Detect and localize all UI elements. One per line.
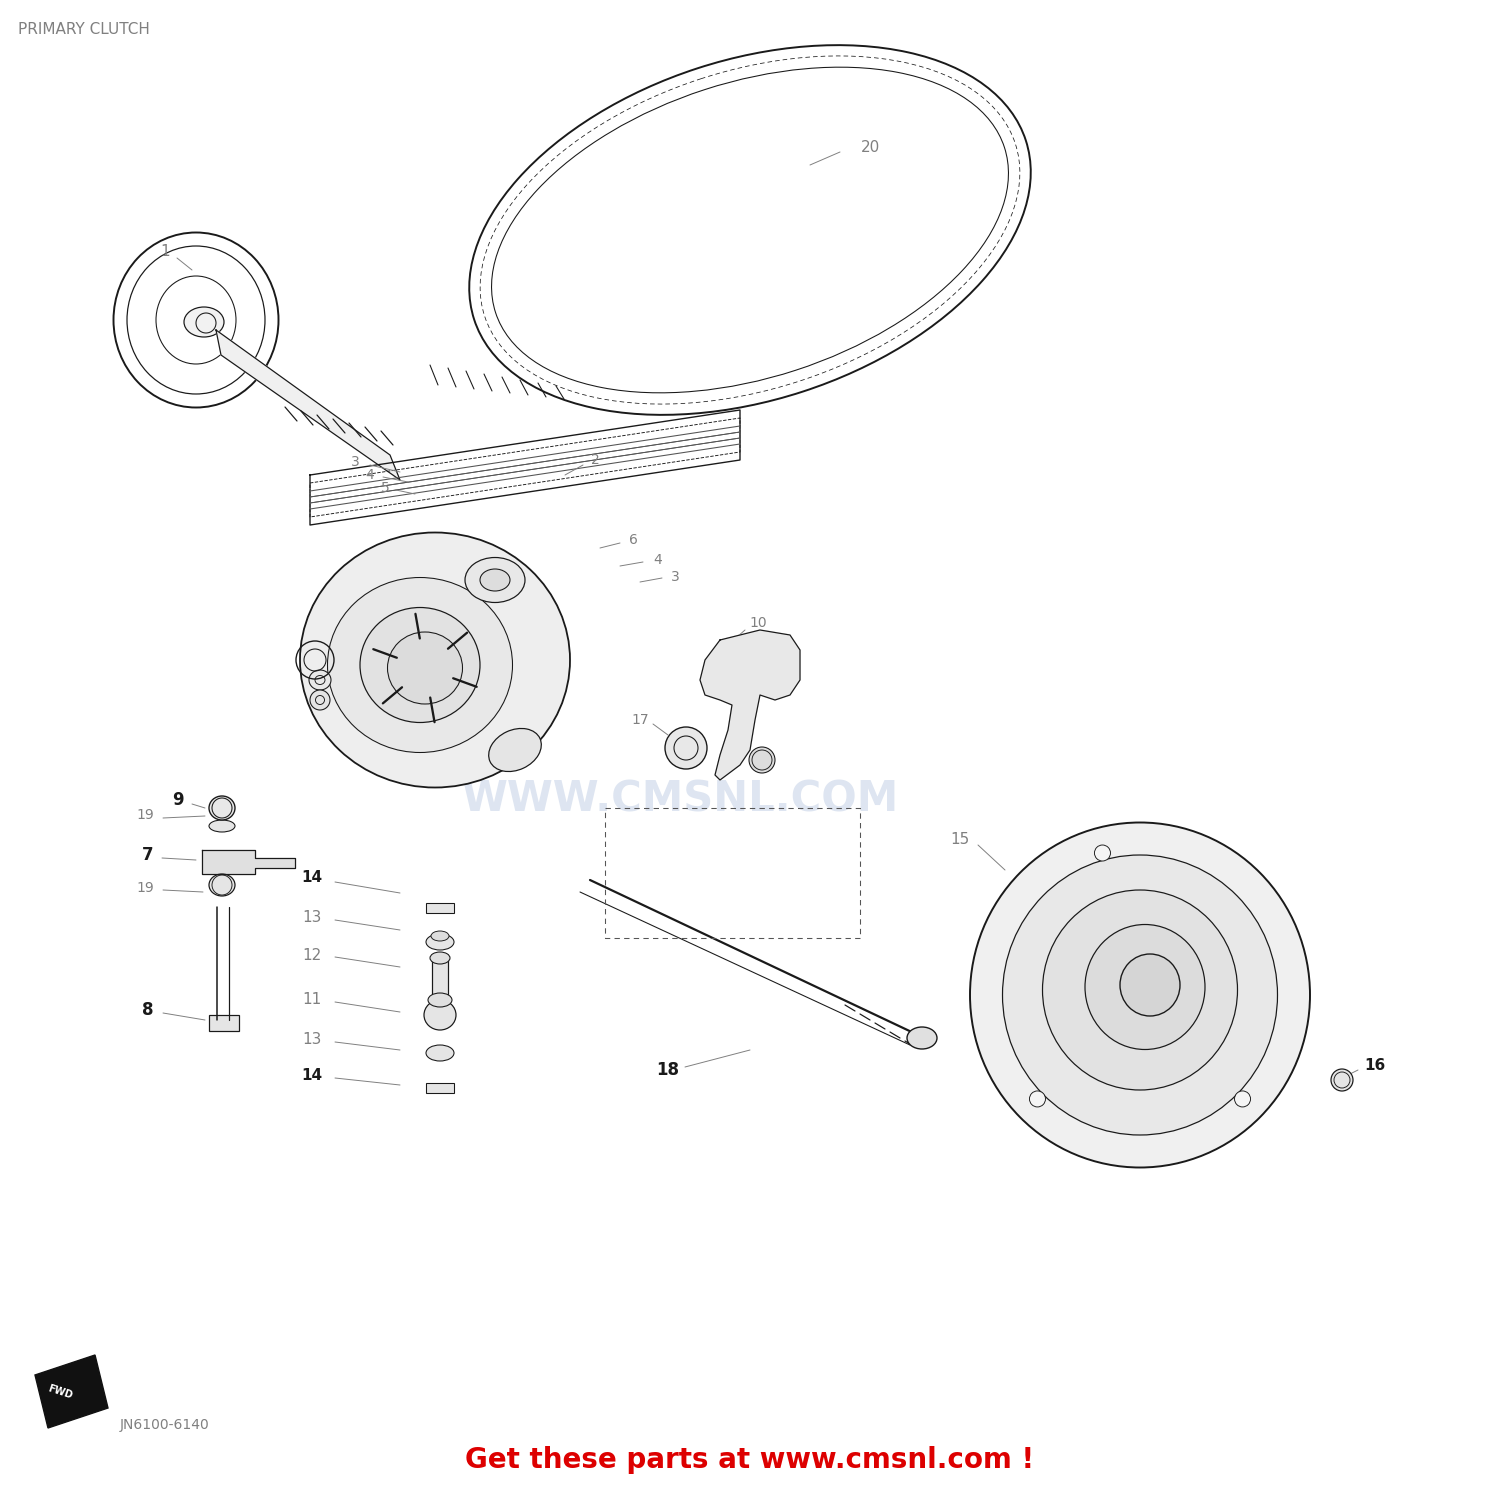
- Ellipse shape: [1330, 1070, 1353, 1090]
- Text: 18: 18: [657, 1060, 680, 1078]
- Polygon shape: [34, 1354, 108, 1428]
- Text: 13: 13: [303, 1032, 321, 1047]
- Text: 4: 4: [366, 468, 375, 482]
- Ellipse shape: [489, 729, 542, 771]
- Ellipse shape: [424, 1000, 456, 1030]
- Text: 16: 16: [1365, 1058, 1386, 1072]
- Ellipse shape: [1002, 855, 1278, 1136]
- Text: 19: 19: [136, 808, 154, 822]
- Ellipse shape: [310, 690, 330, 709]
- Ellipse shape: [209, 821, 236, 833]
- Bar: [604, 808, 859, 938]
- Text: 1: 1: [160, 244, 170, 260]
- Ellipse shape: [1084, 924, 1204, 1050]
- Text: 3: 3: [670, 570, 680, 584]
- Text: 9: 9: [172, 790, 184, 808]
- Text: 19: 19: [136, 880, 154, 896]
- Ellipse shape: [309, 670, 332, 690]
- Ellipse shape: [748, 747, 776, 772]
- Ellipse shape: [300, 532, 570, 788]
- Text: 15: 15: [951, 833, 969, 848]
- Ellipse shape: [465, 558, 525, 603]
- Circle shape: [1029, 1090, 1045, 1107]
- Text: 13: 13: [303, 910, 321, 926]
- Circle shape: [1095, 844, 1110, 861]
- Text: 11: 11: [303, 993, 321, 1008]
- Text: 14: 14: [302, 1068, 322, 1083]
- Text: Get these parts at www.cmsnl.com !: Get these parts at www.cmsnl.com !: [465, 1446, 1035, 1474]
- Ellipse shape: [1042, 890, 1238, 1090]
- Text: 4: 4: [654, 554, 663, 567]
- Polygon shape: [700, 630, 800, 780]
- Circle shape: [1234, 1090, 1251, 1107]
- Ellipse shape: [209, 796, 236, 820]
- Text: 6: 6: [628, 532, 638, 548]
- Text: 8: 8: [142, 1000, 153, 1018]
- Bar: [426, 1083, 454, 1094]
- Bar: [426, 903, 454, 914]
- Ellipse shape: [426, 934, 454, 950]
- Ellipse shape: [908, 1028, 938, 1048]
- Text: 10: 10: [748, 616, 766, 630]
- Text: 17: 17: [632, 712, 650, 728]
- Ellipse shape: [480, 568, 510, 591]
- Polygon shape: [202, 850, 296, 874]
- Ellipse shape: [360, 608, 480, 723]
- Ellipse shape: [430, 952, 450, 964]
- Bar: [209, 1016, 238, 1031]
- Text: JN6100-6140: JN6100-6140: [120, 1418, 210, 1432]
- Ellipse shape: [387, 632, 462, 704]
- Ellipse shape: [184, 308, 224, 338]
- Ellipse shape: [327, 578, 513, 753]
- Polygon shape: [216, 330, 400, 480]
- Ellipse shape: [430, 932, 448, 940]
- Ellipse shape: [426, 1046, 454, 1060]
- Text: 20: 20: [861, 141, 879, 156]
- Text: 12: 12: [303, 948, 321, 963]
- Text: PRIMARY CLUTCH: PRIMARY CLUTCH: [18, 22, 150, 38]
- Bar: [432, 958, 448, 1004]
- Text: 2: 2: [591, 453, 600, 466]
- Ellipse shape: [209, 874, 236, 896]
- Ellipse shape: [664, 728, 706, 770]
- Text: FWD: FWD: [46, 1383, 74, 1401]
- Text: 7: 7: [142, 846, 154, 864]
- Ellipse shape: [970, 822, 1310, 1167]
- Ellipse shape: [1120, 954, 1180, 1016]
- Text: 5: 5: [381, 482, 390, 495]
- Ellipse shape: [427, 993, 451, 1006]
- Text: WWW.CMSNL.COM: WWW.CMSNL.COM: [462, 778, 898, 820]
- Text: 14: 14: [302, 870, 322, 885]
- Text: 3: 3: [351, 454, 360, 470]
